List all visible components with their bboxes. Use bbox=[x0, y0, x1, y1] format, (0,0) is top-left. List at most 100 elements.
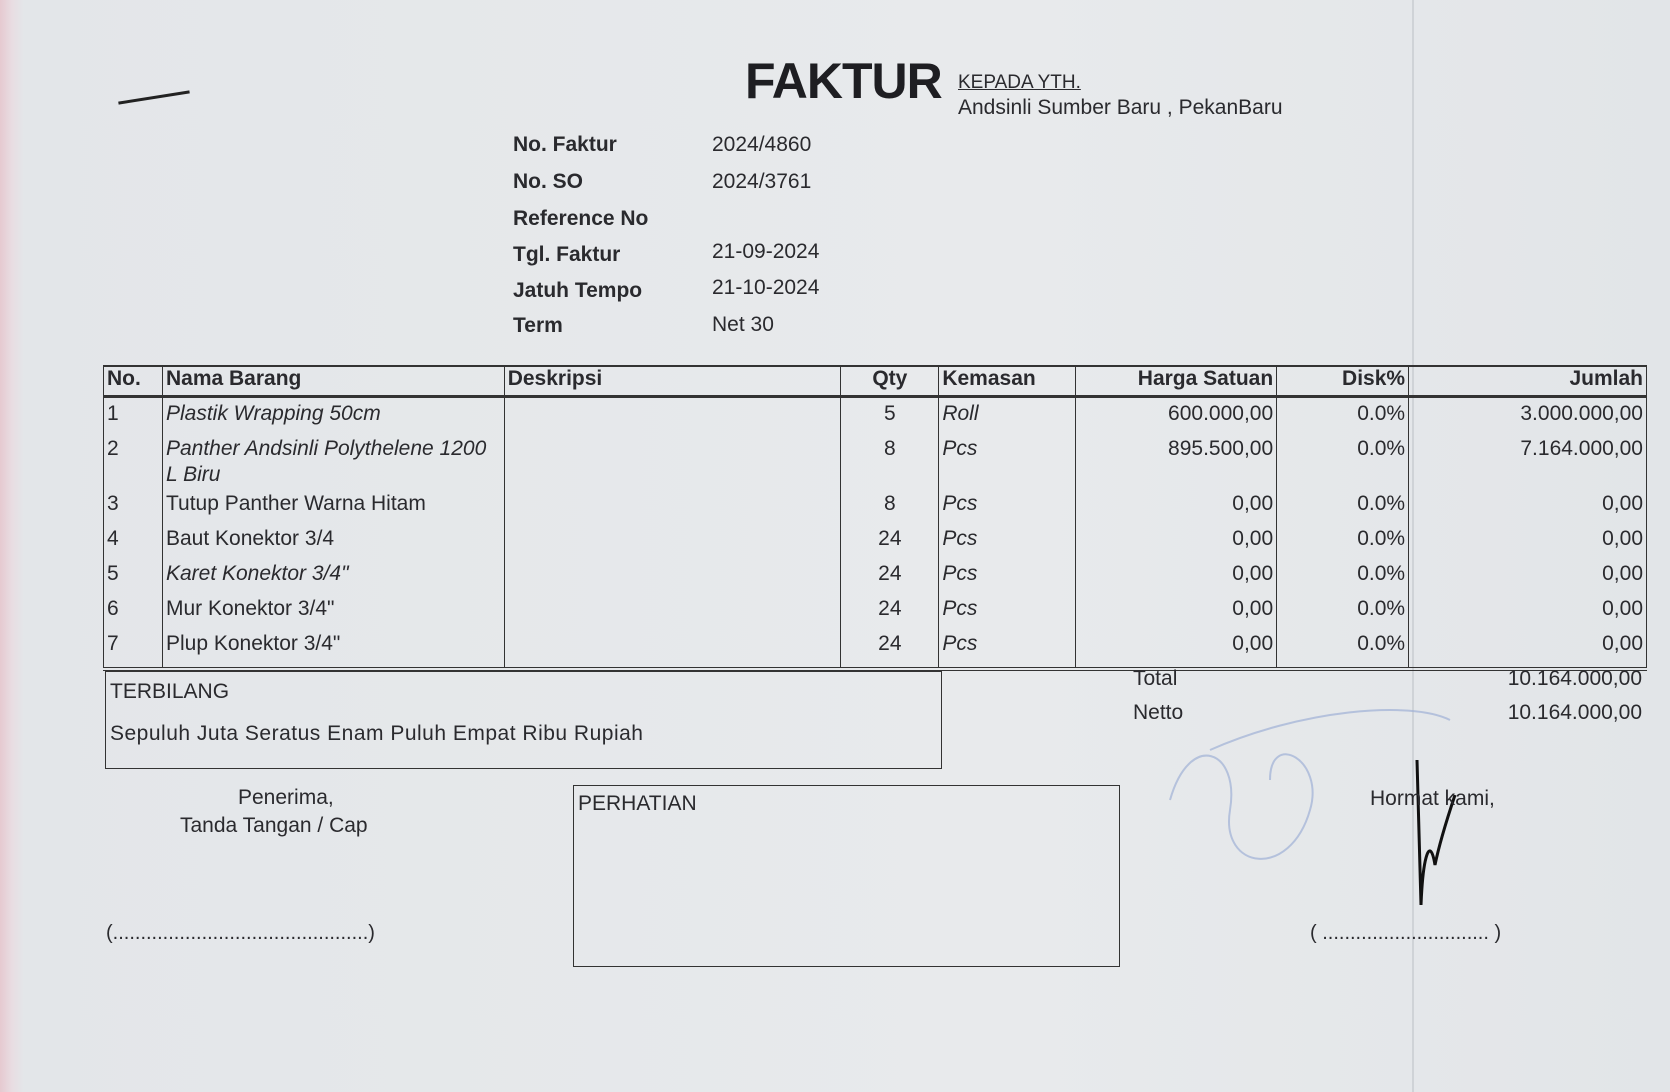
table-row: 6 Mur Konektor 3/4" 24 Pcs 0,00 0.0% 0,00 bbox=[103, 593, 1647, 628]
cell-price: 0,00 bbox=[1075, 593, 1278, 628]
cell-unit: Roll bbox=[938, 396, 1077, 433]
netto-value: 10.164.000,00 bbox=[1507, 701, 1642, 724]
cell-desc bbox=[503, 433, 842, 488]
items-table: No. Nama Barang Deskripsi Qty Kemasan Ha… bbox=[103, 365, 1647, 671]
cell-disc: 0.0% bbox=[1276, 488, 1410, 523]
cell-disc: 0.0% bbox=[1276, 593, 1410, 628]
recipient-label: KEPADA YTH. bbox=[958, 72, 1081, 93]
cell-amount: 0,00 bbox=[1408, 628, 1647, 671]
so-number-label: No. SO bbox=[513, 170, 584, 193]
due-date-value: 21-10-2024 bbox=[712, 276, 820, 299]
cell-disc: 0.0% bbox=[1276, 558, 1410, 593]
cell-no: 3 bbox=[103, 488, 163, 523]
cell-price: 0,00 bbox=[1075, 558, 1278, 593]
cell-unit: Pcs bbox=[938, 558, 1077, 593]
term-value: Net 30 bbox=[712, 313, 774, 336]
table-row: 5 Karet Konektor 3/4" 24 Pcs 0,00 0.0% 0,00 bbox=[103, 558, 1647, 593]
col-no: No. bbox=[103, 365, 163, 398]
cell-qty: 8 bbox=[840, 488, 940, 523]
cell-desc bbox=[503, 488, 842, 523]
cell-name: Plup Konektor 3/4" bbox=[161, 628, 505, 671]
cell-desc bbox=[503, 558, 842, 593]
recipient-name: Andsinli Sumber Baru , PekanBaru bbox=[958, 96, 1283, 119]
cell-amount: 3.000.000,00 bbox=[1408, 396, 1647, 433]
cell-qty: 5 bbox=[840, 396, 940, 433]
cell-no: 1 bbox=[103, 396, 163, 433]
cell-disc: 0.0% bbox=[1276, 523, 1410, 558]
cell-name: Mur Konektor 3/4" bbox=[161, 593, 505, 628]
cell-qty: 24 bbox=[840, 558, 940, 593]
cell-desc bbox=[503, 593, 842, 628]
cell-price: 0,00 bbox=[1075, 628, 1278, 671]
cell-amount: 0,00 bbox=[1408, 593, 1647, 628]
cell-name: Tutup Panther Warna Hitam bbox=[161, 488, 505, 523]
invoice-date-value: 21-09-2024 bbox=[712, 240, 820, 263]
col-name: Nama Barang bbox=[161, 365, 505, 398]
table-row: 7 Plup Konektor 3/4" 24 Pcs 0,00 0.0% 0,00 bbox=[103, 628, 1647, 671]
document-title: FAKTUR bbox=[745, 53, 943, 109]
table-row: 3 Tutup Panther Warna Hitam 8 Pcs 0,00 0.0% 0,… bbox=[103, 488, 1647, 523]
cell-qty: 24 bbox=[840, 523, 940, 558]
invoice-number-label: No. Faktur bbox=[513, 133, 617, 156]
cell-unit: Pcs bbox=[938, 523, 1077, 558]
signature-mark bbox=[1415, 759, 1457, 906]
term-label: Term bbox=[513, 314, 563, 337]
cell-desc bbox=[503, 628, 842, 671]
cell-desc bbox=[503, 523, 842, 558]
cell-unit: Pcs bbox=[938, 593, 1077, 628]
perhatian-box: PERHATIAN bbox=[573, 785, 1120, 967]
col-unit: Kemasan bbox=[938, 365, 1077, 398]
cell-amount: 7.164.000,00 bbox=[1408, 433, 1647, 488]
cell-disc: 0.0% bbox=[1276, 628, 1410, 671]
cell-unit: Pcs bbox=[938, 628, 1077, 671]
cell-no: 6 bbox=[103, 593, 163, 628]
cell-qty: 8 bbox=[840, 433, 940, 488]
sender-label: Hormat kami, bbox=[1370, 787, 1495, 810]
cell-name: Plastik Wrapping 50cm bbox=[161, 396, 505, 433]
cell-price: 0,00 bbox=[1075, 488, 1278, 523]
cell-price: 0,00 bbox=[1075, 523, 1278, 558]
receiver-label: Penerima, bbox=[238, 786, 334, 809]
due-date-label: Jatuh Tempo bbox=[513, 279, 643, 302]
cell-amount: 0,00 bbox=[1408, 488, 1647, 523]
cell-price: 895.500,00 bbox=[1075, 433, 1278, 488]
cell-disc: 0.0% bbox=[1276, 433, 1410, 488]
netto-label: Netto bbox=[1133, 701, 1184, 724]
terbilang-text: Sepuluh Juta Seratus Enam Puluh Empat Ri… bbox=[110, 722, 644, 745]
col-amount: Jumlah bbox=[1408, 365, 1647, 398]
reference-label: Reference No bbox=[513, 207, 649, 230]
cell-no: 4 bbox=[103, 523, 163, 558]
cell-price: 600.000,00 bbox=[1075, 396, 1278, 433]
cell-amount: 0,00 bbox=[1408, 523, 1647, 558]
table-row: 2 Panther Andsinli Polythelene 1200 L Bir… bbox=[103, 433, 1647, 488]
invoice-date-label: Tgl. Faktur bbox=[513, 243, 621, 266]
col-disc: Disk% bbox=[1276, 365, 1410, 398]
so-number-value: 2024/3761 bbox=[712, 170, 812, 193]
table-row: 1 Plastik Wrapping 50cm 5 Roll 600.000,00 0.0… bbox=[103, 396, 1647, 433]
receiver-sign-line: (.......................................… bbox=[106, 922, 375, 944]
cell-name: Baut Konektor 3/4 bbox=[161, 523, 505, 558]
terbilang-label: TERBILANG bbox=[110, 680, 230, 703]
total-value: 10.164.000,00 bbox=[1507, 667, 1642, 690]
total-label: Total bbox=[1133, 667, 1178, 690]
cell-disc: 0.0% bbox=[1276, 396, 1410, 433]
terbilang-box: TERBILANG Sepuluh Juta Seratus Enam Pulu… bbox=[105, 671, 942, 769]
cell-unit: Pcs bbox=[938, 433, 1077, 488]
cell-name: Karet Konektor 3/4" bbox=[161, 558, 505, 593]
invoice-number-value: 2024/4860 bbox=[712, 133, 812, 156]
table-header: No. Nama Barang Deskripsi Qty Kemasan Ha… bbox=[103, 365, 1647, 398]
stamp-mark bbox=[1169, 709, 1451, 860]
cell-no: 7 bbox=[103, 628, 163, 671]
sender-sign-line: ( .............................. ) bbox=[1310, 922, 1502, 944]
receiver-sign-caption: Tanda Tangan / Cap bbox=[180, 814, 368, 837]
cell-unit: Pcs bbox=[938, 488, 1077, 523]
cell-no: 5 bbox=[103, 558, 163, 593]
cell-name: Panther Andsinli Polythelene 1200 L Biru bbox=[161, 433, 505, 488]
col-qty: Qty bbox=[840, 365, 940, 398]
pen-mark bbox=[118, 90, 190, 105]
col-desc: Deskripsi bbox=[503, 365, 842, 398]
cell-no: 2 bbox=[103, 433, 163, 488]
cell-amount: 0,00 bbox=[1408, 558, 1647, 593]
col-price: Harga Satuan bbox=[1075, 365, 1278, 398]
cell-desc bbox=[503, 396, 842, 433]
